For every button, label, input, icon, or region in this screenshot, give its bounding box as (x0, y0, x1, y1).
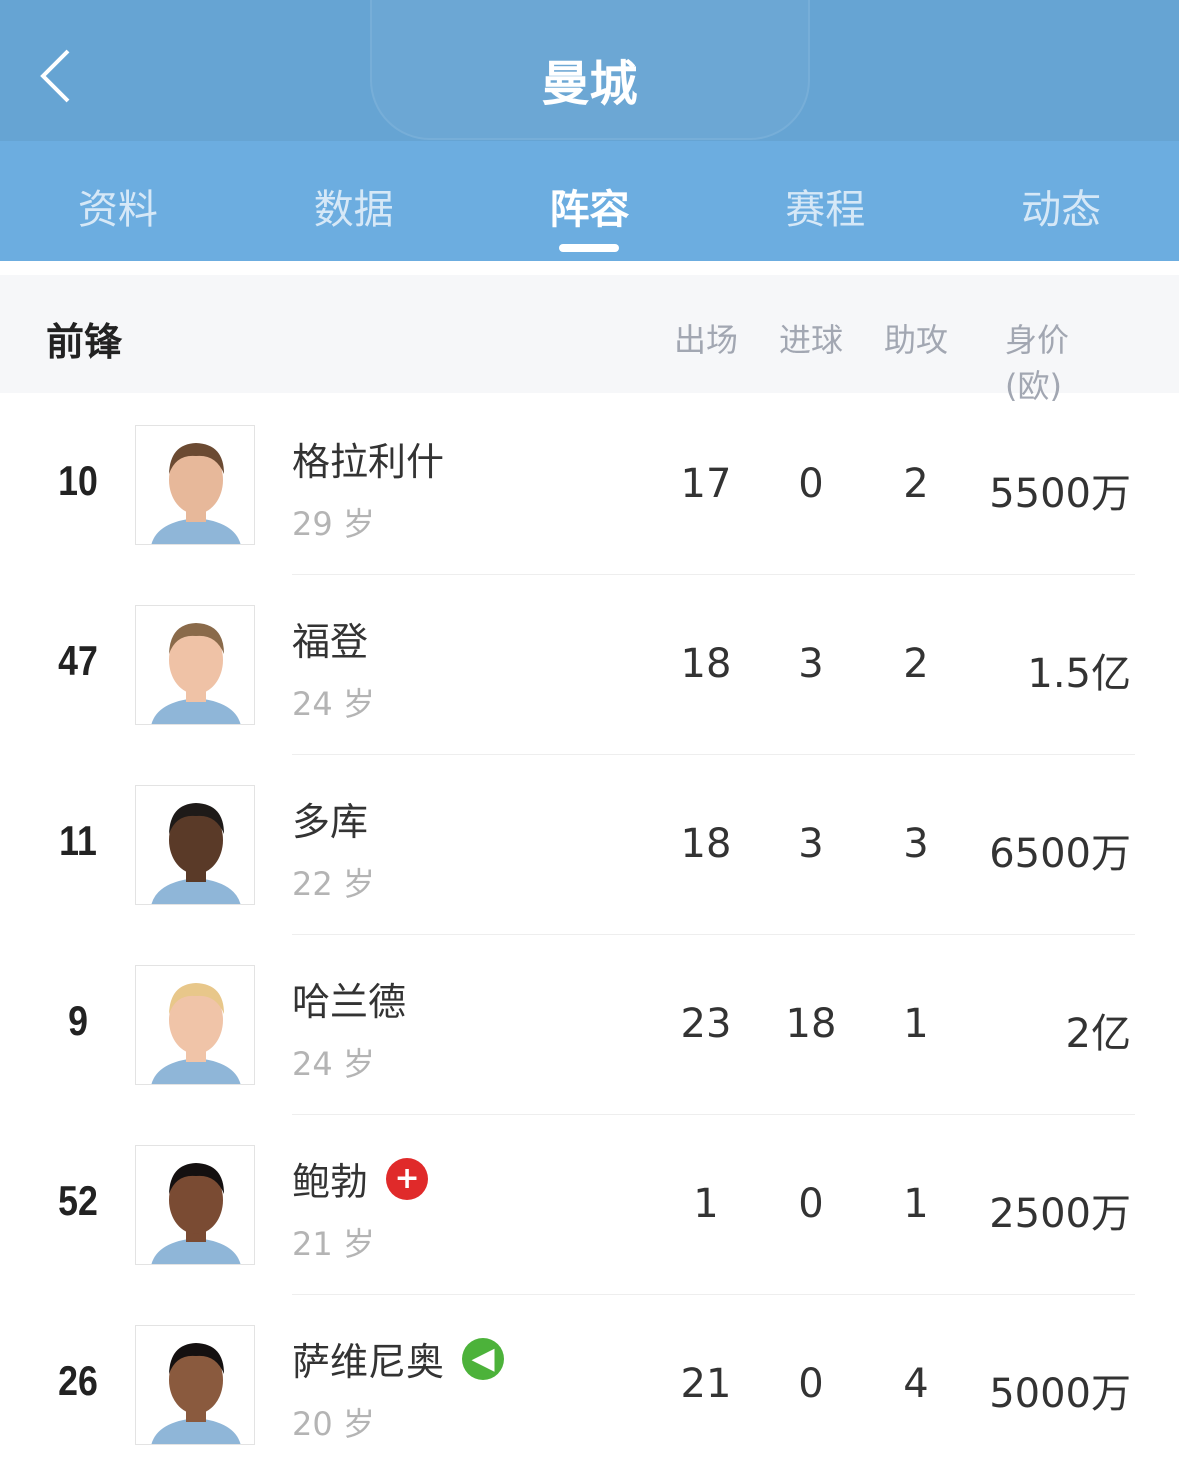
player-name-text: 哈兰德 (292, 980, 407, 1024)
player-name[interactable]: 哈兰德 (292, 971, 406, 1026)
tab-label: 赛程 (785, 187, 866, 233)
player-age: 29 岁 (292, 505, 375, 543)
goals: 0 (798, 1181, 824, 1227)
player-row[interactable]: 11 多库 22 岁 18 3 3 6500万 (0, 755, 1179, 935)
player-row[interactable]: 26 萨维尼奥 ◀ 20 岁 21 0 4 5000万 (0, 1295, 1179, 1475)
appearances: 23 (680, 1001, 732, 1047)
assists: 1 (903, 1181, 929, 1227)
market-value: 5000万 (989, 1371, 1131, 1417)
page-title: 曼城 (541, 56, 638, 112)
tab-label: 阵容 (549, 187, 630, 233)
jersey-number: 9 (68, 997, 88, 1044)
col-value: 身价 (欧) (1005, 321, 1070, 405)
tab-label: 数据 (313, 187, 394, 233)
col-goals: 进球 (778, 321, 844, 359)
player-row[interactable]: 10 格拉利什 29 岁 17 0 2 5500万 (0, 395, 1179, 575)
player-name[interactable]: 多库 (292, 791, 368, 846)
assists: 2 (903, 461, 929, 507)
player-name-text: 多库 (292, 800, 369, 844)
assists: 2 (903, 641, 929, 687)
market-value: 2500万 (989, 1191, 1131, 1237)
market-value: 5500万 (989, 471, 1131, 517)
row-divider (292, 934, 1135, 935)
player-photo (135, 1145, 255, 1265)
player-name[interactable]: 鲍勃 + (292, 1151, 429, 1206)
goals: 3 (798, 821, 824, 867)
transfer-in-icon: ◀ (462, 1337, 505, 1380)
player-age: 24 岁 (292, 685, 375, 723)
player-name-text: 格拉利什 (292, 440, 445, 484)
goals: 3 (798, 641, 824, 687)
jersey-number: 52 (58, 1177, 98, 1224)
player-photo (135, 425, 255, 545)
assists: 4 (903, 1361, 929, 1407)
appearances: 21 (680, 1361, 732, 1407)
assists: 3 (903, 821, 929, 867)
market-value: 1.5亿 (1027, 651, 1131, 697)
player-row[interactable]: 52 鲍勃 + 21 岁 1 0 1 2500万 (0, 1115, 1179, 1295)
player-photo (135, 1325, 255, 1445)
appearances: 17 (680, 461, 732, 507)
appearances: 1 (693, 1181, 719, 1227)
active-tab-indicator (559, 244, 620, 252)
player-name[interactable]: 格拉利什 (292, 431, 444, 486)
club-crest-watermark (370, 0, 810, 140)
player-row[interactable]: 47 福登 24 岁 18 3 2 1.5亿 (0, 575, 1179, 755)
row-divider (292, 1294, 1135, 1295)
appearances: 18 (680, 641, 732, 687)
player-photo (135, 965, 255, 1085)
jersey-number: 26 (58, 1357, 98, 1404)
tab-label: 动态 (1021, 187, 1102, 233)
tab-profile[interactable]: 资料 (0, 141, 236, 261)
goals: 18 (785, 1001, 837, 1047)
jersey-number: 11 (59, 817, 97, 864)
market-value: 6500万 (989, 831, 1131, 877)
player-row[interactable]: 9 哈兰德 24 岁 23 18 1 2亿 (0, 935, 1179, 1115)
player-age: 21 岁 (292, 1225, 375, 1263)
player-age: 22 岁 (292, 865, 375, 903)
col-assists: 助攻 (883, 321, 949, 359)
player-name-text: 鲍勃 (292, 1160, 369, 1204)
tab-squad[interactable]: 阵容 (472, 141, 708, 261)
jersey-number: 47 (58, 637, 98, 684)
tab-stats[interactable]: 数据 (236, 141, 472, 261)
jersey-number: 10 (58, 457, 98, 504)
tab-schedule[interactable]: 赛程 (707, 141, 943, 261)
section-title: 前锋 (46, 320, 123, 364)
row-divider (292, 1114, 1135, 1115)
row-divider (292, 754, 1135, 755)
player-name[interactable]: 萨维尼奥 ◀ (292, 1331, 505, 1386)
player-photo (135, 785, 255, 905)
player-age: 20 岁 (292, 1405, 375, 1443)
row-divider (292, 574, 1135, 575)
player-name-text: 福登 (292, 620, 369, 664)
goals: 0 (798, 1361, 824, 1407)
tab-label: 资料 (77, 187, 158, 233)
tab-bar: 资料 数据 阵容 赛程 动态 (0, 141, 1179, 261)
section-header: 前锋 出场 进球 助攻 身价 (欧) (0, 275, 1179, 405)
injury-icon: + (386, 1157, 429, 1200)
appearances: 18 (680, 821, 732, 867)
player-age: 24 岁 (292, 1045, 375, 1083)
header-bar: 曼城 (0, 0, 1179, 141)
goals: 0 (798, 461, 824, 507)
tab-news[interactable]: 动态 (943, 141, 1179, 261)
market-value: 2亿 (1065, 1011, 1131, 1057)
player-photo (135, 605, 255, 725)
assists: 1 (903, 1001, 929, 1047)
player-name-text: 萨维尼奥 (292, 1340, 445, 1384)
chevron-left-icon[interactable] (38, 48, 72, 104)
player-name[interactable]: 福登 (292, 611, 368, 666)
col-apps: 出场 (673, 321, 739, 359)
